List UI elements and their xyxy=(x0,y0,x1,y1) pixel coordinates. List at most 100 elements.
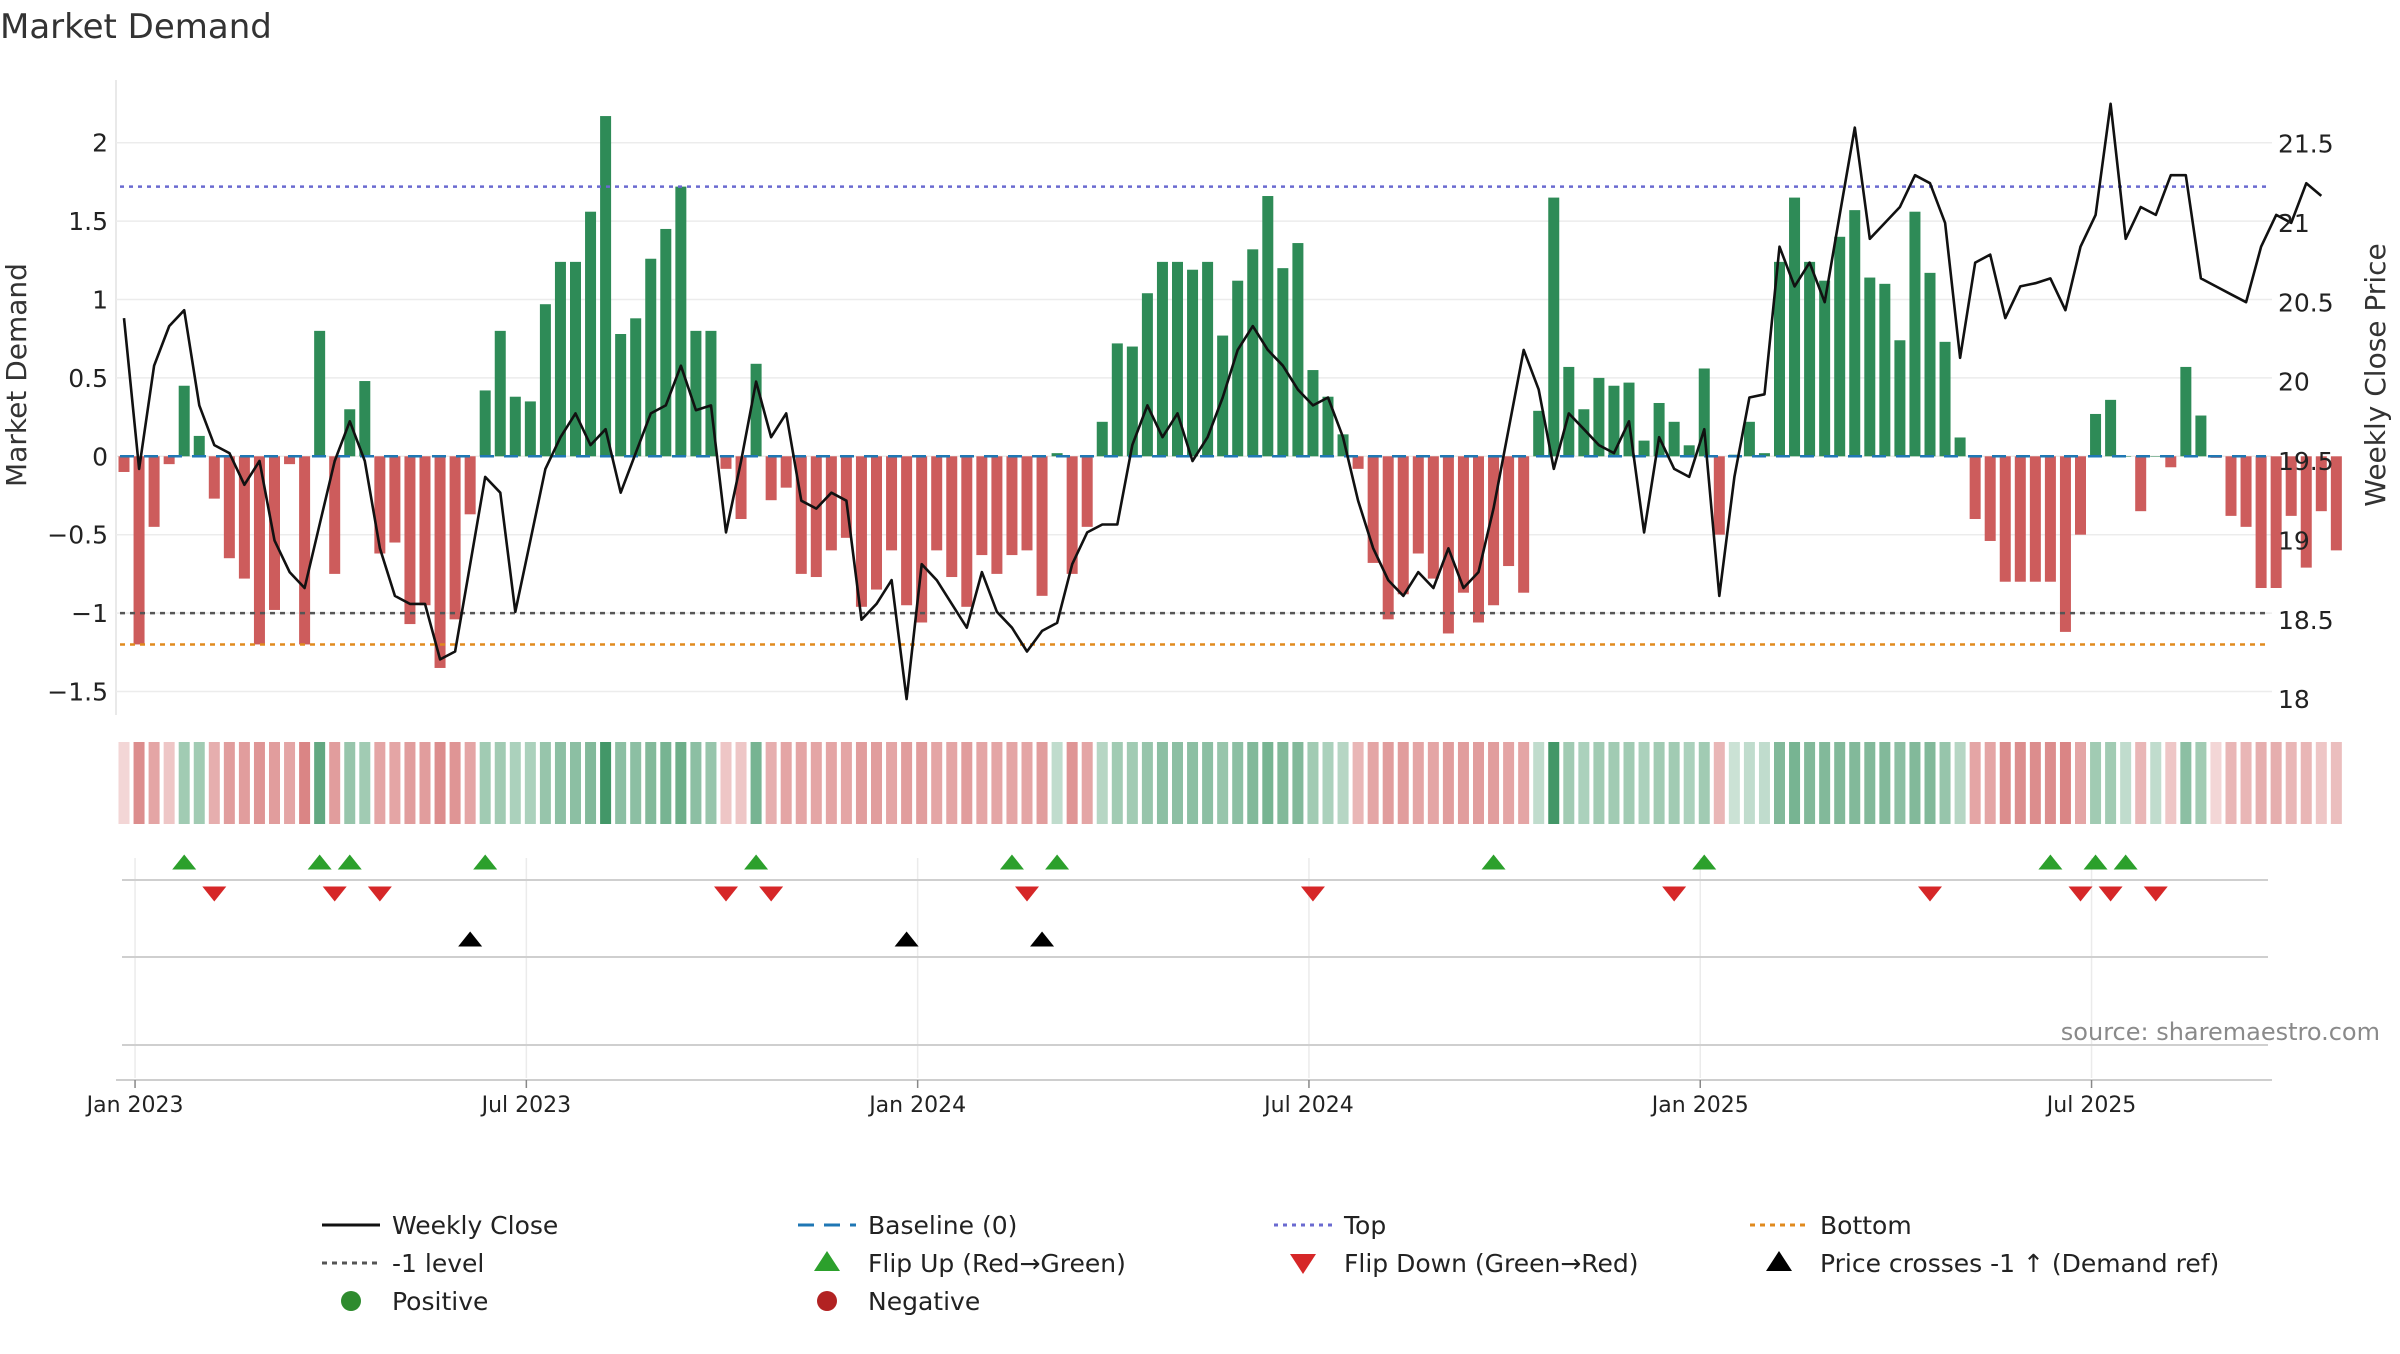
demand-bar xyxy=(2330,456,2342,551)
demand-bar xyxy=(1126,346,1138,457)
demand-bar xyxy=(1668,421,1680,457)
flip-down-marker xyxy=(367,886,392,902)
demand-bar xyxy=(630,318,642,457)
demand-bar xyxy=(1578,409,1590,457)
demand-strip-cell xyxy=(1442,742,1454,824)
demand-bar xyxy=(1683,445,1695,457)
demand-strip-cell xyxy=(374,742,386,824)
demand-strip-cell xyxy=(1141,742,1153,824)
demand-bar xyxy=(2180,366,2192,457)
demand-bar xyxy=(509,396,521,457)
demand-bar xyxy=(780,456,792,488)
demand-bar xyxy=(1172,261,1183,457)
demand-bar xyxy=(1533,410,1545,457)
demand-strip-cell xyxy=(585,742,597,824)
demand-strip-cell xyxy=(1804,742,1816,824)
demand-strip-cell xyxy=(2029,742,2041,824)
demand-strip-cell xyxy=(389,742,401,824)
y-tick-label: −0.5 xyxy=(47,521,108,550)
demand-strip-cell xyxy=(1503,742,1515,824)
flip-up-marker xyxy=(1692,854,1717,870)
y-axis-label: Market Demand xyxy=(0,263,33,487)
demand-strip-cell xyxy=(253,742,265,824)
demand-strip-cell xyxy=(359,742,371,824)
demand-strip-cell xyxy=(750,742,762,824)
demand-strip-cell xyxy=(1172,742,1183,824)
x-axis-ticks: Jan 2023 Jul 2023 Jan 2024 Jul 2024 Jan 2025… xyxy=(85,1080,2137,1118)
demand-bar xyxy=(419,456,431,606)
demand-strip-cell xyxy=(2180,742,2192,824)
demand-strip-cell xyxy=(1006,742,1018,824)
demand-strip-cell xyxy=(1457,742,1469,824)
demand-bar xyxy=(178,385,190,457)
legend-baseline-label: Baseline (0) xyxy=(868,1211,1017,1240)
demand-strip-cell xyxy=(1849,742,1861,824)
demand-strip-cell xyxy=(1563,742,1575,824)
demand-strip-cell xyxy=(2090,742,2102,824)
demand-bar xyxy=(1849,210,1861,457)
demand-strip-cell xyxy=(2195,742,2207,824)
demand-bar xyxy=(1984,456,1996,541)
demand-strip-cell xyxy=(148,742,160,824)
flip-up-marker xyxy=(473,854,498,870)
demand-bar xyxy=(1894,340,1906,457)
demand-strip-cell xyxy=(780,742,792,824)
demand-bar xyxy=(479,390,491,457)
demand-strip-cell xyxy=(810,742,822,824)
demand-bar xyxy=(1864,277,1876,457)
demand-strip-cell xyxy=(1247,742,1259,824)
demand-strip-cell xyxy=(1623,742,1635,824)
demand-strip-cell xyxy=(675,742,687,824)
flip-up-marker xyxy=(1045,854,1070,870)
legend-flip-down-label: Flip Down (Green→Red) xyxy=(1344,1249,1639,1278)
demand-strip-cell xyxy=(1533,742,1545,824)
demand-strip-cell xyxy=(1518,742,1530,824)
demand-bar xyxy=(585,211,597,457)
demand-bar xyxy=(389,456,401,543)
demand-bar xyxy=(1804,261,1816,457)
demand-strip-cell xyxy=(615,742,627,824)
source-credit: source: sharemaestro.com xyxy=(2061,1018,2380,1046)
demand-bar xyxy=(2135,456,2147,512)
demand-bar xyxy=(449,456,461,620)
demand-strip-cell xyxy=(1412,742,1424,824)
demand-bar xyxy=(1503,456,1515,567)
demand-strip-cell xyxy=(449,742,461,824)
demand-strip-cell xyxy=(1187,742,1199,824)
x-tick-label: Jul 2025 xyxy=(2045,1093,2137,1118)
flip-up-marker xyxy=(307,854,332,870)
demand-strip-cell xyxy=(2240,742,2252,824)
demand-strip-cell xyxy=(1668,742,1680,824)
demand-bar xyxy=(1909,211,1921,457)
demand-bar xyxy=(1036,456,1048,596)
chart-title: Market Demand xyxy=(0,7,272,47)
demand-strip-cell xyxy=(1427,742,1439,824)
y-tick-label: 1.5 xyxy=(68,207,108,236)
demand-strip-cell xyxy=(1473,742,1484,824)
demand-strip-cell xyxy=(208,742,220,824)
demand-strip-cell xyxy=(1909,742,1921,824)
y2-tick-label: 20 xyxy=(2278,368,2310,397)
demand-bar xyxy=(1518,456,1530,593)
legend-negative-label: Negative xyxy=(868,1287,980,1316)
demand-bar xyxy=(1111,343,1123,457)
demand-bar xyxy=(299,456,311,645)
demand-strip-cell xyxy=(163,742,175,824)
x-tick-label: Jan 2023 xyxy=(85,1093,184,1118)
demand-bar xyxy=(1427,456,1439,579)
demand-strip-cell xyxy=(1382,742,1394,824)
demand-bar xyxy=(269,456,280,610)
left-axis-ticks: 2 1.5 1 0.5 0 −0.5 −1 −1.5 xyxy=(47,129,108,707)
demand-bar xyxy=(2014,456,2026,582)
demand-bar xyxy=(1789,197,1801,457)
demand-strip-cell xyxy=(524,742,536,824)
demand-bar xyxy=(840,456,852,538)
demand-bar xyxy=(253,456,265,645)
demand-strip-cell xyxy=(600,742,612,824)
demand-bar xyxy=(825,456,837,551)
demand-bar xyxy=(404,456,416,625)
demand-strip-cell xyxy=(1608,742,1620,824)
demand-strip-cell xyxy=(1292,742,1304,824)
demand-bar xyxy=(1834,236,1846,457)
demand-bar xyxy=(1563,366,1575,457)
